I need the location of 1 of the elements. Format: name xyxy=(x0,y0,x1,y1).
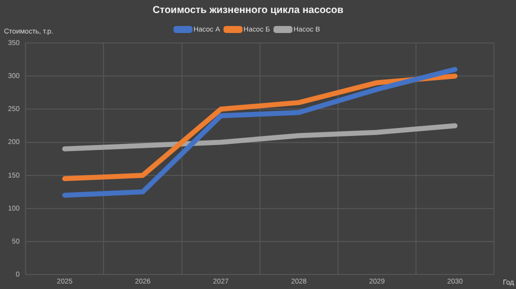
chart-title: Стоимость жизненного цикла насосов xyxy=(152,4,344,16)
